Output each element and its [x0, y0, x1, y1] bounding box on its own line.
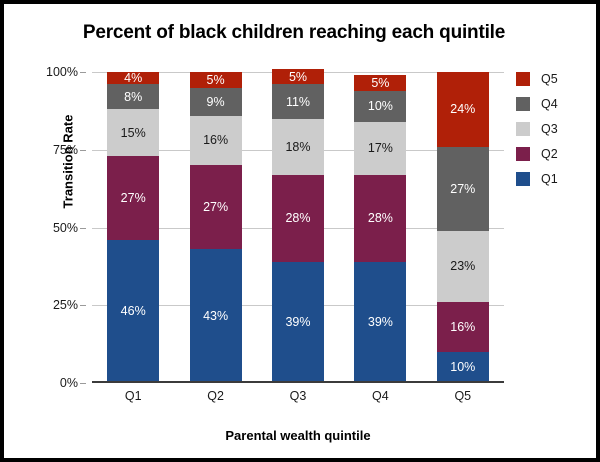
bar-segment-label: 24% [450, 102, 476, 117]
bar-segment-label: 23% [450, 259, 476, 274]
legend-item[interactable]: Q1 [516, 166, 596, 191]
y-axis-tick-label: 75% [52, 142, 78, 157]
y-axis-tick-labels: 0% 25% 50% 75% 100% [22, 65, 86, 390]
bar-segment-label: 9% [206, 94, 225, 109]
legend-swatch-icon [516, 71, 530, 86]
bar-segment-label: 27% [450, 181, 476, 196]
y-axis-tick-label: 100% [46, 65, 78, 79]
bar-segment-label: 5% [288, 69, 308, 84]
bar-segment[interactable]: 28% [272, 174, 324, 262]
x-axis-tick-label: Q3 [289, 389, 307, 403]
bar-segment[interactable]: 28% [354, 174, 407, 262]
bar-segment-label: 5% [371, 75, 390, 90]
bar-segment-label: 17% [367, 141, 393, 156]
legend-item[interactable]: Q5 [516, 66, 596, 91]
bar-segment[interactable]: 9% [189, 87, 242, 116]
y-axis-tick-label: 50% [52, 220, 78, 235]
bar-segment[interactable]: 5% [189, 72, 242, 88]
bar-segment[interactable]: 10% [354, 90, 407, 122]
bar-segment-label: 11% [285, 94, 311, 109]
bar-segment-label: 46% [120, 304, 146, 319]
plot-area: 46% 27% 15% 8% 4% 43% 27% 16% 9% 5% 39% 28% 18% 11% 5%… [92, 68, 504, 383]
x-axis-tick-label: Q2 [207, 389, 224, 403]
bar-segment-label: 10% [367, 99, 393, 114]
bar-segment-label: 16% [203, 133, 229, 148]
bar-segment[interactable]: 39% [354, 261, 407, 383]
bar-segment[interactable]: 27% [189, 165, 242, 250]
bar-segment-label: 5% [206, 72, 225, 87]
bar-segment[interactable]: 17% [354, 121, 407, 175]
bar-segment[interactable]: 4% [107, 71, 160, 86]
bar-segment[interactable]: 43% [189, 249, 242, 383]
bar-segment[interactable]: 10% [436, 351, 489, 383]
bar-segment[interactable]: 16% [189, 115, 242, 166]
y-axis-tick-mark [80, 149, 86, 151]
bar-segment[interactable]: 46% [107, 239, 160, 383]
chart-title: Percent of black children reaching each … [82, 22, 506, 43]
bar-segment[interactable]: 18% [272, 118, 324, 175]
y-axis-tick-mark [80, 305, 86, 307]
bar-segment-label: 18% [285, 139, 311, 154]
x-axis-title: Parental wealth quintile [225, 428, 371, 443]
legend-label: Q2 [541, 146, 558, 161]
bar-segment[interactable]: 27% [107, 155, 160, 240]
bar-segment-label: 28% [285, 211, 311, 226]
bar-segment[interactable]: 24% [436, 72, 489, 147]
bar-segment-label: 27% [203, 200, 229, 215]
legend-label: Q1 [541, 171, 558, 186]
x-axis-tick-label: Q1 [124, 389, 142, 403]
bar-stack[interactable]: 43% 27% 16% 9% 5% [189, 72, 242, 383]
bar-segment-label: 39% [285, 315, 311, 330]
legend-swatch-icon [516, 171, 530, 186]
x-axis-tick-label: Q4 [372, 389, 389, 403]
bar-segment-label: 15% [120, 125, 146, 140]
bar-segment-label: 27% [120, 190, 146, 205]
bar-segment-label: 8% [124, 89, 143, 104]
bar-segment[interactable]: 5% [354, 75, 407, 91]
bar-segment[interactable]: 27% [436, 146, 489, 231]
bar-stack[interactable]: 46% 27% 15% 8% 4% [107, 71, 160, 383]
bar-segment-label: 16% [450, 320, 476, 335]
legend-swatch-icon [516, 121, 530, 136]
legend: Q5 Q4 Q3 Q2 Q1 [516, 66, 596, 191]
legend-item[interactable]: Q2 [516, 141, 596, 166]
bar-segment[interactable]: 23% [436, 230, 489, 303]
bar-stack[interactable]: 39% 28% 17% 10% 5% [354, 72, 407, 383]
bar-segment-label: 28% [367, 211, 393, 226]
y-axis-tick-mark [80, 72, 86, 73]
bar-segment-label: 43% [203, 309, 229, 324]
bar-segment[interactable]: 11% [272, 84, 324, 119]
legend-swatch-icon [516, 146, 530, 161]
legend-item[interactable]: Q4 [516, 91, 596, 116]
x-axis-line [92, 381, 504, 383]
bar-segment-label: 4% [124, 71, 143, 86]
legend-label: Q5 [541, 71, 558, 86]
legend-swatch-icon [516, 96, 530, 111]
bar-segment-label: 10% [450, 360, 476, 375]
bar-segment-label: 39% [367, 315, 393, 330]
bar-stack[interactable]: 39% 28% 18% 11% 5% [272, 68, 324, 383]
y-axis-tick-mark [80, 227, 86, 229]
bar-segment[interactable]: 8% [107, 84, 160, 110]
bar-segment[interactable]: 15% [107, 109, 160, 156]
y-axis-tick-label: 25% [52, 298, 78, 313]
legend-label: Q3 [541, 121, 558, 136]
legend-item[interactable]: Q3 [516, 116, 596, 141]
legend-label: Q4 [541, 96, 558, 111]
y-axis-tick-mark [80, 383, 86, 384]
y-axis-tick-label: 0% [59, 376, 78, 390]
bar-segment[interactable]: 5% [272, 68, 324, 85]
bar-segment[interactable]: 16% [436, 302, 489, 352]
bar-stack[interactable]: 10% 16% 23% 27% 24% [436, 72, 489, 383]
x-axis-tick-label: Q5 [454, 389, 472, 403]
bar-segment[interactable]: 39% [272, 261, 324, 383]
